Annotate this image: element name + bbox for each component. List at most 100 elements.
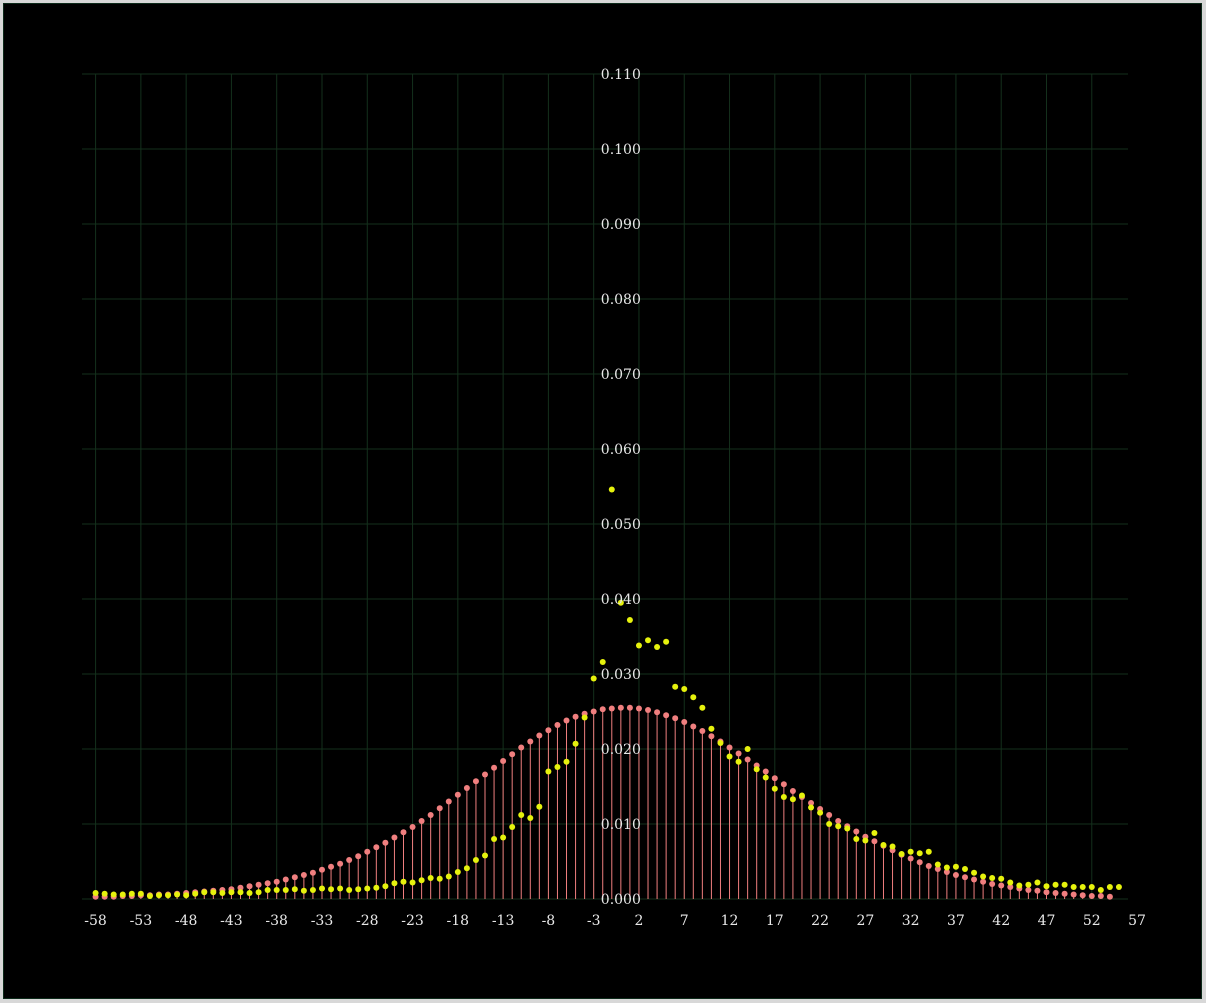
stem-point — [907, 855, 914, 862]
y-tick-label: 0.060 — [601, 442, 641, 458]
stem-point — [563, 717, 570, 724]
data-point — [183, 892, 190, 899]
data-point — [1052, 881, 1059, 888]
stem-point — [572, 713, 579, 720]
data-point — [780, 794, 787, 800]
stem-point — [482, 771, 489, 778]
stem-point — [337, 860, 344, 867]
data-point — [527, 815, 534, 821]
data-point — [952, 863, 959, 870]
data-point — [572, 740, 579, 747]
stem-point — [708, 733, 715, 740]
data-point — [382, 883, 389, 890]
data-point — [753, 766, 760, 773]
stem-point — [599, 706, 606, 713]
data-point — [726, 753, 733, 760]
stem-point — [427, 812, 434, 818]
stem-point — [472, 778, 479, 785]
stem-point — [635, 705, 642, 712]
stem-point — [1025, 887, 1032, 893]
stem-point — [1061, 890, 1068, 897]
y-tick-label: 0.050 — [601, 517, 641, 533]
x-tick-label: 27 — [856, 913, 874, 929]
data-point — [672, 683, 679, 690]
data-point — [771, 785, 778, 792]
y-tick-label: 0.040 — [601, 592, 641, 608]
data-point — [309, 887, 316, 893]
data-point — [934, 861, 941, 868]
data-point — [617, 599, 624, 606]
stem-series — [92, 704, 1113, 900]
x-tick-label: 47 — [1038, 913, 1056, 929]
stem-point — [291, 874, 298, 881]
x-tick-label: 2 — [635, 913, 644, 929]
x-tick-label: -53 — [130, 913, 153, 929]
data-point — [681, 686, 688, 692]
data-point — [1034, 879, 1041, 886]
stem-point — [699, 728, 706, 734]
stem-point — [373, 844, 380, 851]
data-point — [971, 869, 978, 876]
data-point — [291, 886, 298, 893]
stem-point — [617, 704, 624, 711]
data-point — [318, 885, 325, 892]
data-point — [146, 893, 153, 899]
x-tick-label: -23 — [401, 913, 424, 929]
stem-point — [518, 744, 525, 751]
stem-point — [789, 788, 796, 794]
data-point — [400, 878, 407, 885]
y-tick-label: 0.080 — [601, 292, 641, 308]
data-point — [817, 809, 824, 816]
data-point — [1079, 884, 1086, 890]
x-tick-label: -13 — [492, 913, 515, 929]
stem-point — [554, 722, 561, 728]
y-tick-label: 0.010 — [601, 817, 641, 833]
stem-point — [1088, 893, 1095, 899]
data-point — [128, 890, 135, 897]
stem-point — [1106, 893, 1113, 900]
data-point — [798, 792, 805, 799]
data-point — [110, 891, 117, 898]
x-tick-label: 12 — [721, 913, 739, 929]
data-point — [518, 812, 525, 818]
data-point — [264, 887, 271, 893]
data-point — [210, 889, 217, 896]
y-tick-label: 0.030 — [601, 667, 641, 683]
stem-point — [1070, 891, 1077, 898]
data-point — [998, 875, 1005, 882]
data-point — [101, 890, 108, 897]
stem-point — [391, 834, 398, 841]
x-tick-label: 57 — [1128, 913, 1146, 929]
data-point — [1016, 882, 1023, 889]
data-point — [1097, 887, 1104, 893]
data-point — [472, 857, 479, 863]
data-point — [300, 887, 307, 894]
stem-point — [681, 719, 688, 725]
stem-point — [663, 712, 670, 719]
x-tick-label: -8 — [542, 913, 556, 929]
data-point — [699, 704, 706, 711]
stem-point — [545, 727, 552, 734]
data-point — [645, 637, 652, 644]
data-point — [174, 891, 181, 898]
data-point — [409, 879, 416, 886]
data-point — [916, 850, 923, 857]
data-point — [92, 890, 99, 896]
stem-point — [916, 859, 923, 866]
data-point — [835, 823, 842, 830]
stem-point — [1034, 887, 1041, 894]
stem-point — [943, 869, 950, 875]
x-tick-label: -28 — [356, 913, 379, 929]
data-point — [337, 885, 344, 892]
data-point — [273, 887, 280, 893]
stem-point — [509, 751, 516, 758]
data-point — [1070, 884, 1077, 890]
stem-point — [364, 848, 371, 855]
data-point — [563, 758, 570, 765]
data-point — [708, 725, 715, 732]
stem-point — [264, 880, 271, 887]
data-point — [581, 714, 588, 721]
data-point — [844, 825, 851, 832]
data-point — [500, 834, 507, 841]
stem-point — [826, 812, 833, 818]
